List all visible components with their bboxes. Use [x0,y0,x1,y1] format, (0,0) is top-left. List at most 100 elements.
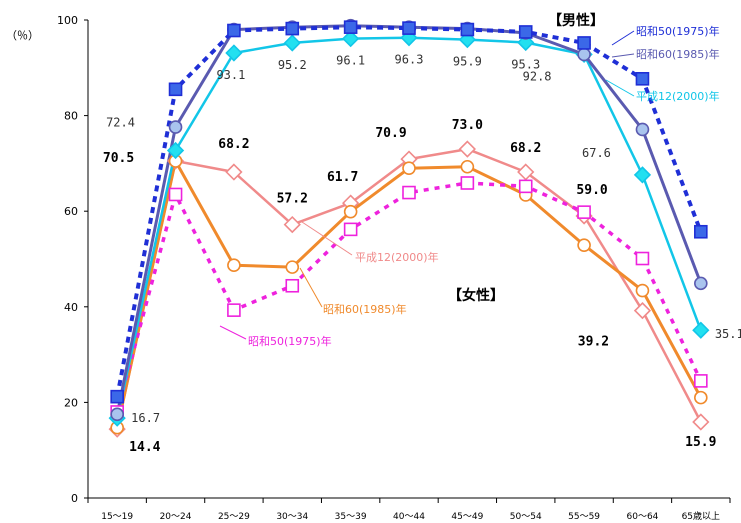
point-female-3-8 [577,205,591,219]
x-tick-label: 45～49 [451,512,483,522]
y-tick-label: 40 [64,301,78,314]
y-tick-label: 20 [64,396,78,409]
legend-leader-line [605,79,635,97]
point-female-4-9 [635,283,650,298]
point-female-3-5 [402,185,416,200]
female-value-label: 61.7 [327,170,358,185]
point-female-5-3 [283,215,301,234]
point-male-0-5 [402,21,416,35]
point-female-4-5 [402,161,416,175]
legend-label-female: 平成12(2000)年 [355,250,439,264]
point-female-3-7 [518,179,533,194]
series-lines [115,24,703,430]
legend-leader-line [299,267,323,308]
point-male-0-7 [518,25,533,39]
point-male-0-10 [694,224,708,239]
legend-label-male: 昭和60(1985)年 [636,47,720,61]
point-male-0-1 [168,82,183,97]
female-group-title: 【女性】 [448,287,504,304]
male-group-title: 【男性】 [548,12,604,29]
point-female-4-8 [577,238,591,252]
point-female-5-10 [692,413,710,431]
female-value-label: 15.9 [685,435,716,450]
point-female-3-9 [635,251,650,266]
point-male-0-2 [227,23,241,38]
point-female-4-4 [343,204,358,219]
x-tick-label: 35～39 [335,512,367,522]
series-line-female-3 [115,181,703,413]
point-male-2-10 [692,321,710,339]
female-value-label: 57.2 [277,192,308,207]
series-markers [108,18,710,438]
x-tick-label: 65歳以上 [682,510,720,522]
point-male-0-8 [577,36,591,50]
female-value-label: 39.2 [578,335,609,350]
point-male-1-10 [694,276,708,291]
point-female-5-6 [458,140,476,158]
male-value-label: 16.7 [131,411,160,425]
point-female-3-6 [460,176,475,190]
female-value-label: 73.0 [452,118,483,133]
female-value-label: 70.5 [103,151,134,166]
x-tick-label: 30～34 [276,512,308,522]
x-tick-label: 60～64 [627,512,659,522]
point-male-1-1 [168,120,183,134]
legend-leader-line [301,221,353,256]
point-female-3-4 [343,222,358,237]
legend-label-male: 平成12(2000)年 [636,89,720,103]
point-female-5-7 [517,163,535,181]
point-male-0-9 [635,71,650,86]
female-value-label: 59.0 [576,183,607,198]
series-line-male-0 [115,25,703,398]
legend-label-female: 昭和60(1985)年 [323,302,407,316]
female-value-label: 68.2 [510,141,541,156]
point-female-4-10 [694,390,708,405]
male-value-label: 96.1 [336,54,365,68]
point-male-2-4 [342,30,360,48]
axes: 0 20 40 60 80 100 15～19 20～24 25～29 30～34 35～39 40～… [6,14,731,522]
male-value-label: 92.8 [523,69,552,83]
legend-label-female: 昭和50(1975)年 [248,334,332,348]
female-value-label: 14.4 [129,440,160,455]
x-tick-label: 15～19 [101,512,133,522]
point-female-3-10 [694,374,708,388]
legend-leader-line [611,30,635,46]
female-value-label: 70.9 [375,126,406,141]
legend-leader-line [611,53,635,58]
point-male-0-6 [460,22,475,37]
series-line-female-4 [115,159,703,429]
point-female-3-2 [227,303,241,317]
point-male-0-0 [110,389,124,404]
x-tick-label: 40～44 [393,512,425,522]
legend-label-male: 昭和50(1975)年 [636,24,720,38]
point-female-4-3 [285,260,300,274]
x-tick-label: 25～29 [218,512,250,522]
y-tick-label: 100 [57,14,78,27]
y-tick-label: 60 [64,205,78,218]
male-value-label: 72.4 [106,115,135,129]
point-female-4-6 [460,159,475,174]
point-female-3-1 [168,187,183,202]
female-value-label: 68.2 [218,137,249,152]
y-axis-label: （％） [6,29,39,42]
male-value-label: 95.9 [453,55,482,69]
x-tick-label: 55～59 [568,512,600,522]
y-tick-label: 0 [71,492,78,505]
legend-leader-line [219,325,247,340]
point-male-2-2 [225,44,243,62]
x-tick-label: 20～24 [160,512,192,522]
point-male-2-9 [633,166,652,184]
point-female-3-3 [285,278,300,293]
male-value-label: 35.1 [715,327,741,341]
point-male-0-3 [285,21,300,36]
male-value-label: 95.3 [511,57,540,71]
legend: 【男性】【女性】昭和50(1975)年昭和60(1985)年平成12(2000)… [219,12,720,348]
point-male-1-8 [577,47,591,62]
point-female-4-2 [227,258,241,273]
male-value-label: 95.2 [278,58,307,72]
point-female-5-2 [225,163,243,181]
point-male-1-0 [110,407,124,422]
y-tick-label: 80 [64,110,78,123]
value-labels: 16.7 72.4 93.1 95.2 96.1 96.3 95.9 95.392.8 67.6… [103,53,741,455]
